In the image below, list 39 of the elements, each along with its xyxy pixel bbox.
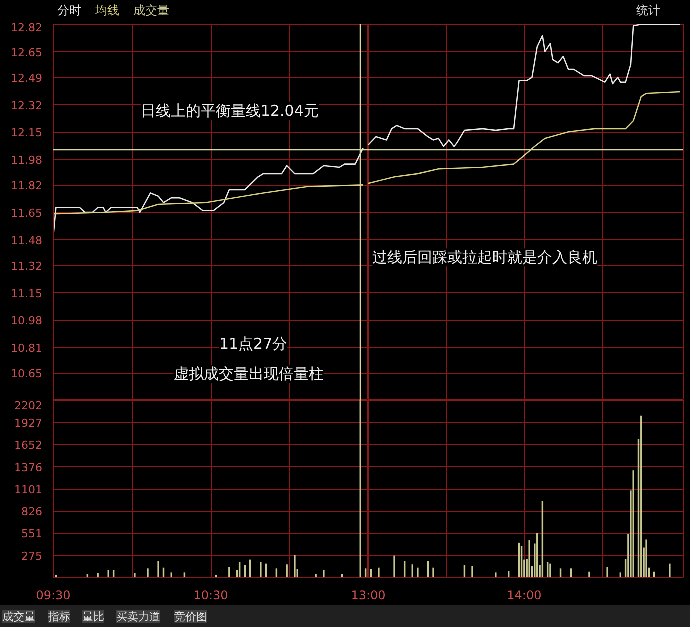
y-tick-label: 1376	[14, 461, 43, 474]
y-tick-label: 10.65	[11, 368, 43, 381]
x-tick-label: 14:00	[507, 588, 542, 602]
y-tick-label: 551	[22, 528, 43, 541]
y-tick-label: 11.82	[11, 180, 43, 193]
y-tick-label: 10.81	[11, 342, 43, 355]
text: 成交量	[134, 4, 170, 18]
y-tick-label: 11.15	[11, 287, 43, 300]
y-tick-label: 2202	[14, 400, 43, 412]
y-tick-label: 11.98	[11, 154, 43, 167]
x-tick-label: 13:00	[351, 588, 386, 602]
y-tick-label: 1652	[14, 439, 43, 452]
text: 竞价图	[174, 610, 208, 624]
y-tick-label: 12.49	[11, 72, 43, 86]
text: 成交量	[2, 610, 36, 624]
annotation: 日线上的平衡量线12.04元	[140, 102, 319, 120]
text: 均线	[94, 4, 120, 18]
annotation: 过线后回踩或拉起时就是介入良机	[372, 248, 598, 267]
text: 量比	[82, 610, 104, 624]
y-tick-label: 1927	[14, 417, 43, 430]
y-tick-label: 826	[22, 506, 43, 519]
text: 分时	[58, 4, 82, 18]
y-tick-label: 12.82	[11, 22, 43, 34]
y-tick-label: 12.65	[11, 46, 43, 60]
text: 统计	[636, 4, 660, 18]
y-tick-label: 11.32	[11, 260, 43, 274]
y-tick-label: 1101	[14, 484, 43, 496]
y-tick-label: 12.15	[11, 126, 43, 140]
y-tick-label: 10.98	[11, 314, 43, 328]
x-tick-label: 09:30	[36, 588, 71, 602]
annotation: 11点27分	[219, 335, 288, 354]
text: 买卖力道	[116, 610, 160, 624]
annotation: 虚拟成交量出现倍量柱	[174, 365, 324, 384]
y-tick-label: 275	[22, 550, 43, 563]
y-tick-label: 11.48	[11, 234, 43, 248]
y-tick-label: 11.65	[11, 207, 43, 220]
x-tick-label: 10:30	[194, 588, 228, 602]
y-tick-label: 12.32	[11, 99, 43, 112]
text: 指标	[48, 610, 70, 624]
